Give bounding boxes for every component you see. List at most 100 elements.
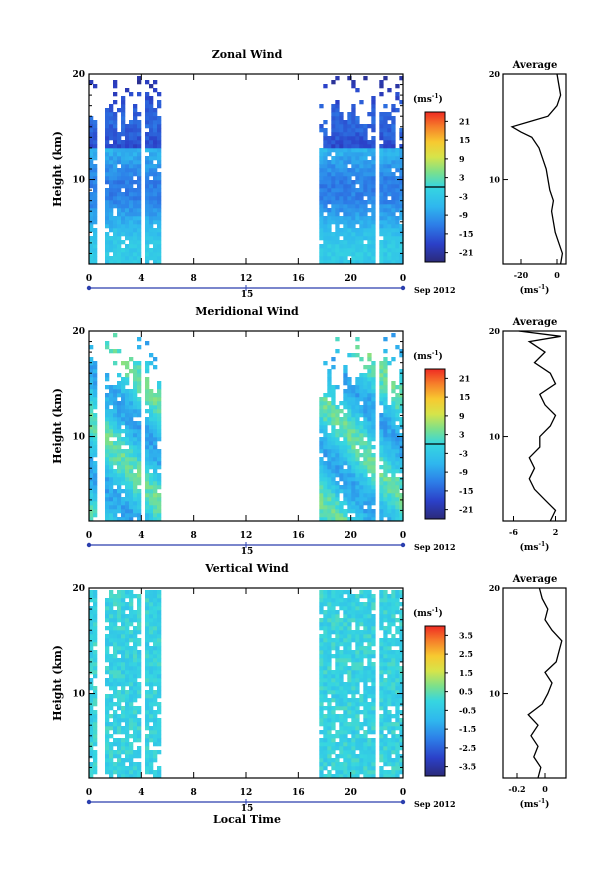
heatmap-cell: [129, 461, 134, 466]
heatmap-cell: [117, 618, 122, 623]
heatmap-cell: [339, 457, 344, 462]
heatmap-cell: [367, 477, 372, 482]
heatmap-cell: [153, 132, 158, 137]
heatmap-cell: [145, 702, 150, 707]
heatmap-cell: [145, 208, 150, 213]
heatmap-cell: [371, 513, 376, 518]
heatmap-cell: [399, 465, 404, 470]
heatmap-cell: [89, 345, 94, 350]
heatmap-cell: [319, 156, 324, 161]
heatmap-cell: [121, 160, 126, 165]
heatmap-cell: [129, 405, 134, 410]
heatmap-cell: [149, 445, 154, 450]
heatmap-cell: [387, 618, 392, 623]
heatmap-cell: [121, 658, 126, 663]
heatmap-cell: [355, 469, 360, 474]
heatmap-cell: [347, 738, 352, 743]
heatmap-cell: [387, 646, 392, 651]
heatmap-cell: [335, 678, 340, 683]
heatmap-cell: [149, 160, 154, 165]
heatmap-cell: [351, 389, 356, 394]
heatmap-cell: [145, 489, 150, 494]
heatmap-cell: [363, 493, 368, 498]
heatmap-cell: [327, 401, 332, 406]
heatmap-cell: [335, 654, 340, 659]
heatmap-cell: [113, 493, 118, 498]
heatmap-cell: [383, 405, 388, 410]
heatmap-cell: [343, 389, 348, 394]
heatmap-cell: [93, 417, 98, 422]
heatmap-cell: [399, 594, 404, 599]
heatmap-cell: [327, 718, 332, 723]
heatmap-cell: [391, 172, 396, 177]
heatmap-cell: [137, 469, 142, 474]
heatmap-cell: [395, 401, 400, 406]
heatmap-cell: [395, 774, 400, 779]
heatmap-cell: [335, 136, 340, 141]
heatmap-cell: [367, 437, 372, 442]
heatmap-cell: [391, 658, 396, 663]
heatmap-cell: [133, 509, 138, 514]
heatmap-cell: [113, 770, 118, 775]
heatmap-cell: [117, 200, 122, 205]
heatmap-cell: [153, 650, 158, 655]
heatmap-cell: [157, 650, 162, 655]
heatmap-cell: [367, 513, 372, 518]
heatmap-cell: [137, 509, 142, 514]
heatmap-cell: [355, 718, 360, 723]
heatmap-cell: [351, 180, 356, 185]
heatmap-cell: [89, 200, 94, 205]
heatmap-cell: [145, 594, 150, 599]
heatmap-cell: [153, 120, 158, 125]
heatmap-cell: [367, 730, 372, 735]
heatmap-cell: [363, 180, 368, 185]
heatmap-cell: [153, 204, 158, 209]
heatmap-cell: [331, 646, 336, 651]
heatmap-cell: [339, 730, 344, 735]
heatmap-cell: [363, 389, 368, 394]
heatmap-cell: [351, 678, 356, 683]
heatmap-cell: [89, 260, 94, 265]
heatmap-cell: [359, 405, 364, 410]
heatmap-cell: [323, 638, 328, 643]
heatmap-cell: [391, 104, 396, 109]
heatmap-cell: [145, 722, 150, 727]
heatmap-cell: [121, 405, 126, 410]
heatmap-cell: [149, 136, 154, 141]
heatmap-cell: [121, 630, 126, 635]
heatmap-cell: [153, 453, 158, 458]
heatmap-cell: [319, 104, 324, 109]
heatmap-cell: [121, 634, 126, 639]
heatmap-cell: [319, 501, 324, 506]
heatmap-cell: [339, 192, 344, 197]
heatmap-cell: [93, 590, 98, 595]
heatmap-cell: [359, 622, 364, 627]
heatmap-cell: [351, 172, 356, 177]
heatmap-cell: [327, 236, 332, 241]
heatmap-cell: [157, 606, 162, 611]
heatmap-cell: [343, 180, 348, 185]
heatmap-cell: [343, 405, 348, 410]
heatmap-cell: [335, 176, 340, 181]
heatmap-cell: [149, 405, 154, 410]
heatmap-cell: [323, 658, 328, 663]
heatmap-cell: [327, 172, 332, 177]
heatmap-cell: [355, 152, 360, 157]
heatmap-cell: [117, 429, 122, 434]
heatmap-cell: [117, 156, 122, 161]
heatmap-cell: [347, 762, 352, 767]
heatmap-cell: [343, 365, 348, 370]
heatmap-cell: [371, 164, 376, 169]
heatmap-cell: [339, 429, 344, 434]
heatmap-cell: [359, 461, 364, 466]
heatmap-cell: [363, 377, 368, 382]
heatmap-cell: [363, 136, 368, 141]
heatmap-cell: [343, 714, 348, 719]
heatmap-cell: [125, 176, 130, 181]
heatmap-cell: [327, 469, 332, 474]
heatmap-cell: [359, 260, 364, 265]
heatmap-cell: [399, 244, 404, 249]
heatmap-cell: [125, 180, 130, 185]
heatmap-cell: [387, 152, 392, 157]
